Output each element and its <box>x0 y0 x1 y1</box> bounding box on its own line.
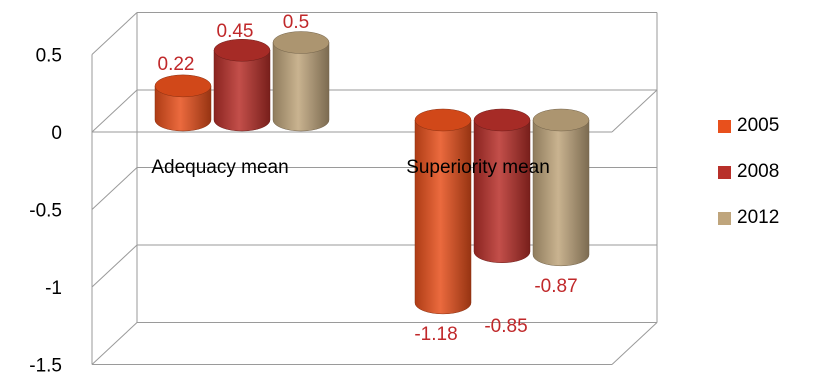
legend-swatch-2005 <box>718 119 731 133</box>
category-label: Superiority mean <box>406 157 550 178</box>
side-gridline <box>91 89 138 133</box>
data-label: -0.87 <box>534 276 577 297</box>
y-tick-label: 0 <box>51 123 62 144</box>
data-label: -0.85 <box>484 316 527 337</box>
y-tick-label: 0.5 <box>36 46 62 67</box>
bar-2005-0 <box>154 74 212 132</box>
bar-2012-0 <box>272 31 330 132</box>
y-tick-label: -0.5 <box>29 201 62 222</box>
data-label: 0.22 <box>158 54 195 75</box>
chart-bars <box>154 31 590 315</box>
legend-item-2008: 2008 <box>718 160 813 184</box>
zero-plane-right-edge <box>611 89 658 133</box>
legend-swatch-2012 <box>718 211 731 225</box>
legend-label-2012: 2012 <box>737 207 780 228</box>
data-label: 0.45 <box>217 21 254 42</box>
side-gridline <box>91 167 138 210</box>
legend-item-2005: 2005 <box>718 114 813 138</box>
bar-2008-0 <box>213 39 271 132</box>
legend-label-2008: 2008 <box>737 161 780 182</box>
legend: 2005 2008 2012 <box>718 114 813 252</box>
y-tick-label: -1.5 <box>29 356 62 377</box>
y-tick-label: -1 <box>45 278 62 299</box>
side-gridline <box>91 12 138 55</box>
bar-2012-1 <box>532 108 590 267</box>
data-label: -1.18 <box>414 324 457 345</box>
bar-2008-1 <box>473 108 531 263</box>
y-axis-ticks: 0.5 0 -0.5 -1 -1.5 <box>29 46 62 377</box>
data-labels: 0.22 0.45 0.5 -1.18 -0.85 -0.87 <box>158 12 578 345</box>
legend-label-2005: 2005 <box>737 115 780 136</box>
floor-right-edge <box>611 322 658 365</box>
data-label: 0.5 <box>283 12 309 33</box>
side-gridline <box>91 244 138 288</box>
category-label: Adequacy mean <box>151 157 288 178</box>
legend-swatch-2008 <box>718 165 731 179</box>
category-labels: Adequacy mean Superiority mean <box>151 157 549 178</box>
bar-2005-1 <box>414 108 472 315</box>
side-gridline <box>91 322 138 365</box>
legend-item-2012: 2012 <box>718 206 813 230</box>
